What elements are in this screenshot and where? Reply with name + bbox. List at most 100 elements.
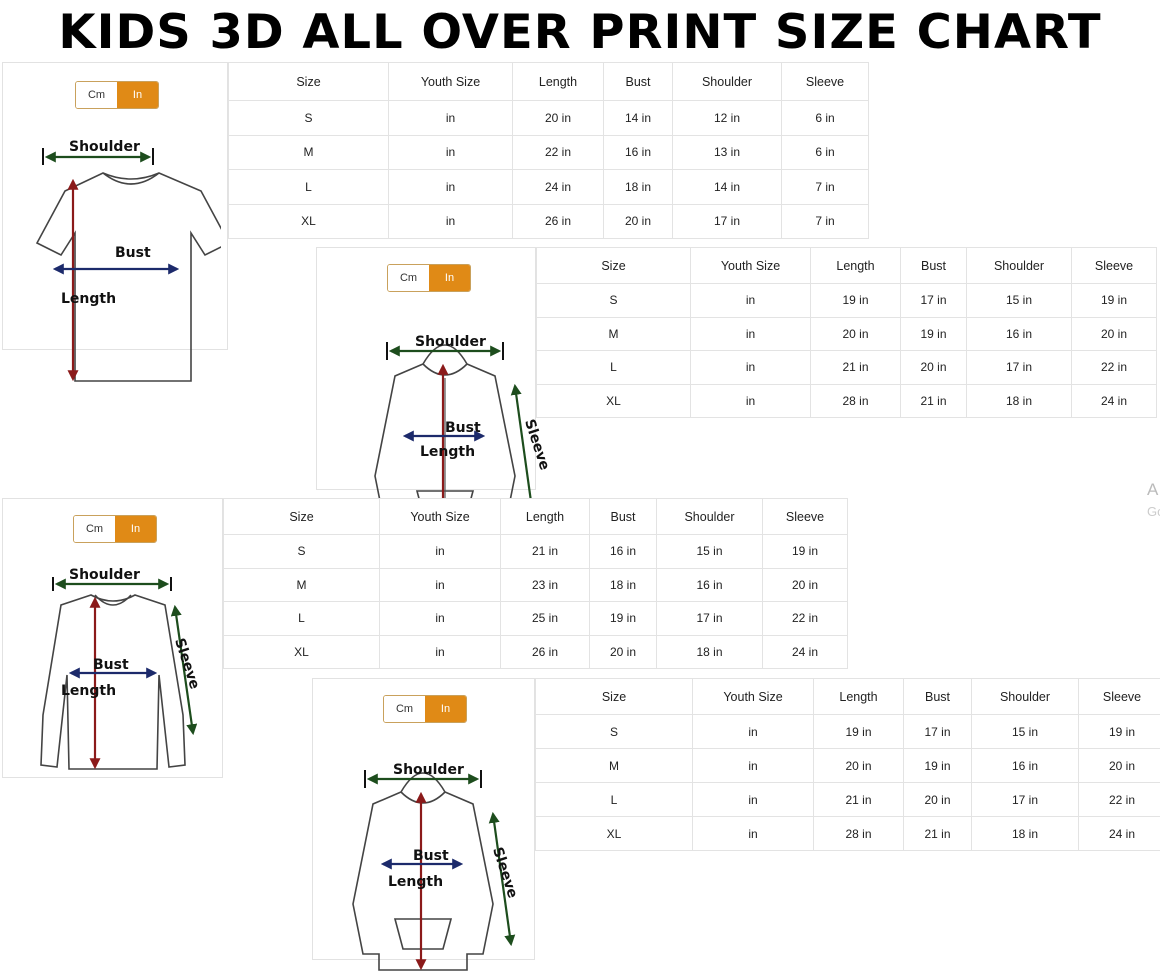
table-cell: XL	[224, 635, 380, 669]
table-cell: 17 in	[673, 204, 782, 239]
table-cell: in	[389, 170, 513, 205]
diagram-label-length: Length	[420, 444, 475, 460]
table-cell: 16 in	[590, 535, 657, 569]
table-cell: 20 in	[513, 101, 604, 136]
unit-in-option[interactable]: In	[429, 265, 470, 291]
table-cell: 19 in	[904, 749, 972, 783]
diagram-label-bust: Bust	[413, 848, 449, 864]
table-cell: S	[537, 284, 691, 318]
table-cell: 25 in	[501, 602, 590, 636]
column-header: Bust	[604, 63, 673, 101]
column-header: Length	[814, 679, 904, 715]
table-cell: 22 in	[1072, 351, 1157, 385]
table-cell: 6 in	[782, 101, 869, 136]
table-cell: 18 in	[657, 635, 763, 669]
column-header: Bust	[901, 248, 967, 284]
table-cell: 16 in	[604, 135, 673, 170]
column-header: Sleeve	[763, 499, 848, 535]
table-cell: 24 in	[513, 170, 604, 205]
table-cell: 18 in	[604, 170, 673, 205]
column-header: Shoulder	[972, 679, 1079, 715]
table-cell: 20 in	[1079, 749, 1160, 783]
table-cell: 7 in	[782, 170, 869, 205]
unit-in-option[interactable]: In	[115, 516, 156, 542]
table-cell: XL	[537, 384, 691, 418]
unit-cm-option[interactable]: Cm	[384, 696, 425, 722]
table-cell: 20 in	[814, 749, 904, 783]
column-header: Size	[537, 248, 691, 284]
table-cell: in	[691, 317, 811, 351]
table-cell: XL	[229, 204, 389, 239]
table-cell: L	[224, 602, 380, 636]
table-cell: 15 in	[972, 715, 1079, 749]
column-header: Youth Size	[691, 248, 811, 284]
table-cell: in	[389, 204, 513, 239]
table-cell: 24 in	[763, 635, 848, 669]
column-header: Bust	[904, 679, 972, 715]
unit-cm-option[interactable]: Cm	[388, 265, 429, 291]
column-header: Sleeve	[782, 63, 869, 101]
table-cell: L	[229, 170, 389, 205]
column-header: Shoulder	[657, 499, 763, 535]
table-cell: 20 in	[590, 635, 657, 669]
table-cell: M	[229, 135, 389, 170]
column-header: Bust	[590, 499, 657, 535]
table-cell: 19 in	[811, 284, 901, 318]
table-cell: 20 in	[811, 317, 901, 351]
diagram-label-bust: Bust	[93, 657, 129, 673]
unit-in-option[interactable]: In	[425, 696, 466, 722]
column-header: Size	[224, 499, 380, 535]
unit-cm-option[interactable]: Cm	[74, 516, 115, 542]
diagram-label-shoulder: Shoulder	[69, 139, 140, 155]
column-header: Size	[229, 63, 389, 101]
diagram-label-sleeve: Sleeve	[171, 636, 202, 691]
table-cell: 28 in	[814, 817, 904, 851]
table-cell: XL	[536, 817, 693, 851]
table-cell: 17 in	[657, 602, 763, 636]
table-cell: 21 in	[501, 535, 590, 569]
table-cell: 19 in	[1079, 715, 1160, 749]
table-cell: 14 in	[673, 170, 782, 205]
unit-cm-option[interactable]: Cm	[76, 82, 117, 108]
table-cell: 26 in	[513, 204, 604, 239]
unit-in-option[interactable]: In	[117, 82, 158, 108]
table-cell: in	[693, 783, 814, 817]
table-cell: 22 in	[763, 602, 848, 636]
table-cell: 16 in	[972, 749, 1079, 783]
table-cell: 17 in	[904, 715, 972, 749]
table-cell: 18 in	[590, 568, 657, 602]
table-cell: 19 in	[814, 715, 904, 749]
table-cell: 16 in	[657, 568, 763, 602]
table-cell: in	[691, 384, 811, 418]
table-cell: L	[537, 351, 691, 385]
diagram-label-length: Length	[61, 291, 116, 307]
table-cell: 20 in	[901, 351, 967, 385]
table-cell: 22 in	[513, 135, 604, 170]
table-cell: M	[224, 568, 380, 602]
table-cell: 17 in	[972, 783, 1079, 817]
diagram-label-shoulder: Shoulder	[415, 334, 486, 350]
table-cell: in	[691, 351, 811, 385]
diagram-label-length: Length	[61, 683, 116, 699]
diagram-label-bust: Bust	[115, 245, 151, 261]
table-cell: S	[229, 101, 389, 136]
diagram-label-bust: Bust	[445, 420, 481, 436]
table-cell: 22 in	[1079, 783, 1160, 817]
